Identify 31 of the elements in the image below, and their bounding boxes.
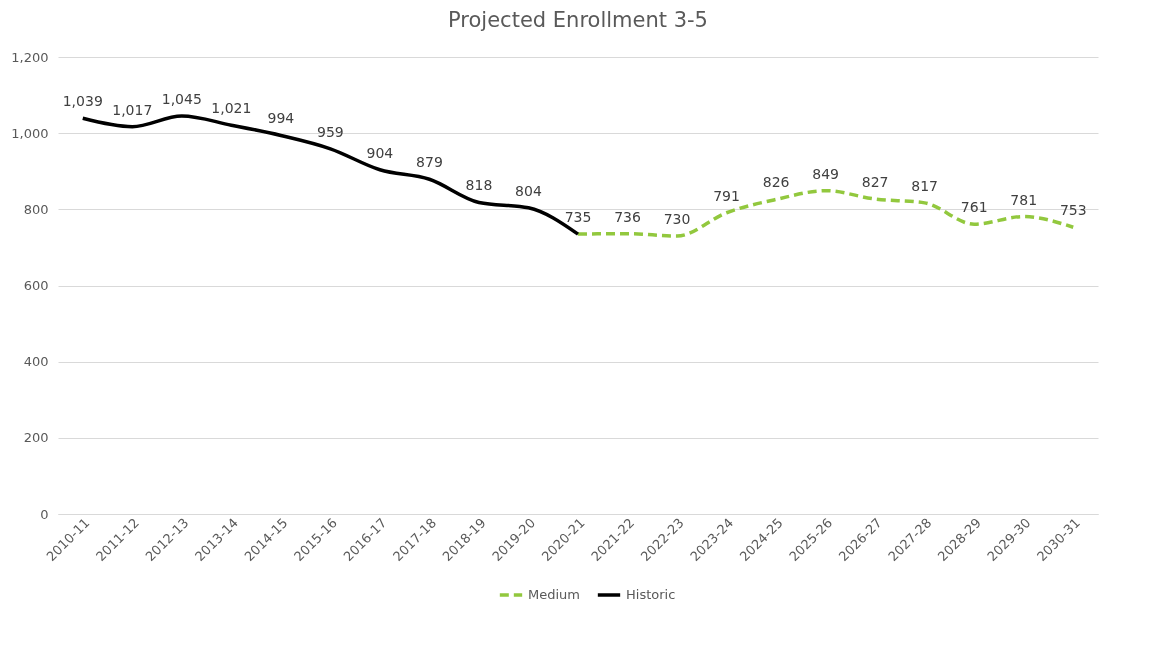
data-label: 959 (317, 123, 344, 140)
data-label: 735 (564, 209, 592, 226)
legend-label: Historic (626, 587, 676, 602)
y-tick-label: 200 (23, 430, 49, 446)
data-label: 826 (762, 174, 790, 191)
data-label: 791 (713, 187, 740, 204)
data-label: 1,021 (211, 100, 252, 117)
data-label: 1,045 (161, 91, 202, 108)
y-tick-label: 800 (23, 201, 49, 217)
y-tick-label: 1,000 (11, 125, 49, 141)
y-tick-label: 1,200 (11, 49, 49, 65)
legend-label: Medium (528, 587, 580, 602)
data-label: 730 (663, 210, 691, 227)
y-tick-label: 0 (40, 506, 49, 522)
y-tick-label: 600 (23, 278, 49, 293)
data-label: 817 (911, 177, 939, 194)
data-label: 753 (1059, 202, 1087, 219)
data-label: 994 (267, 110, 295, 127)
data-label: 736 (614, 208, 641, 225)
chart-title: Projected Enrollment 3-5 (448, 8, 708, 32)
data-label: 1,017 (112, 101, 153, 118)
data-label: 849 (812, 165, 839, 182)
data-label: 818 (465, 177, 493, 194)
data-label: 827 (861, 174, 889, 191)
data-label: 781 (1010, 191, 1038, 208)
data-label: 904 (366, 144, 394, 161)
data-label: 1,039 (62, 93, 103, 110)
y-tick-label: 400 (23, 354, 49, 370)
data-label: 761 (960, 199, 988, 216)
data-label: 879 (416, 154, 443, 171)
data-label: 804 (515, 182, 542, 199)
